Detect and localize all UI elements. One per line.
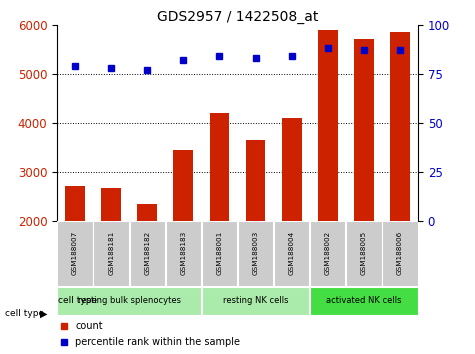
Bar <box>238 221 273 286</box>
Bar <box>202 287 309 315</box>
Bar <box>166 221 201 286</box>
Text: GSM188003: GSM188003 <box>253 231 258 275</box>
Bar <box>202 221 237 286</box>
Bar <box>137 204 157 221</box>
Bar <box>130 221 165 286</box>
Text: GSM188005: GSM188005 <box>361 231 367 275</box>
Text: activated NK cells: activated NK cells <box>326 296 401 305</box>
Bar <box>274 221 309 286</box>
Bar <box>101 188 121 221</box>
Bar <box>282 118 302 221</box>
Text: percentile rank within the sample: percentile rank within the sample <box>75 337 240 347</box>
Bar <box>57 287 201 315</box>
Text: GSM188182: GSM188182 <box>144 231 150 275</box>
Text: GSM188004: GSM188004 <box>289 231 294 275</box>
Text: GSM188002: GSM188002 <box>325 231 331 275</box>
Bar <box>173 150 193 221</box>
Text: GSM188001: GSM188001 <box>217 231 222 275</box>
Text: cell type: cell type <box>58 296 97 305</box>
Text: GSM188006: GSM188006 <box>397 231 403 275</box>
Bar <box>354 40 374 221</box>
Text: GSM188007: GSM188007 <box>72 231 78 275</box>
Bar <box>390 32 410 221</box>
Bar <box>209 113 229 221</box>
Text: GSM188181: GSM188181 <box>108 231 114 275</box>
Text: GSM188183: GSM188183 <box>180 231 186 275</box>
Bar <box>65 187 85 221</box>
Text: cell type: cell type <box>5 309 44 318</box>
Bar <box>318 30 338 221</box>
Bar <box>346 221 381 286</box>
Bar <box>246 140 266 221</box>
Title: GDS2957 / 1422508_at: GDS2957 / 1422508_at <box>157 10 318 24</box>
Bar <box>382 221 418 286</box>
Text: count: count <box>75 321 103 331</box>
Text: resting bulk splenocytes: resting bulk splenocytes <box>78 296 180 305</box>
Bar <box>94 221 129 286</box>
Text: resting NK cells: resting NK cells <box>223 296 288 305</box>
Bar <box>310 221 345 286</box>
Bar <box>57 221 93 286</box>
Text: ▶: ▶ <box>40 308 48 318</box>
Bar <box>310 287 418 315</box>
